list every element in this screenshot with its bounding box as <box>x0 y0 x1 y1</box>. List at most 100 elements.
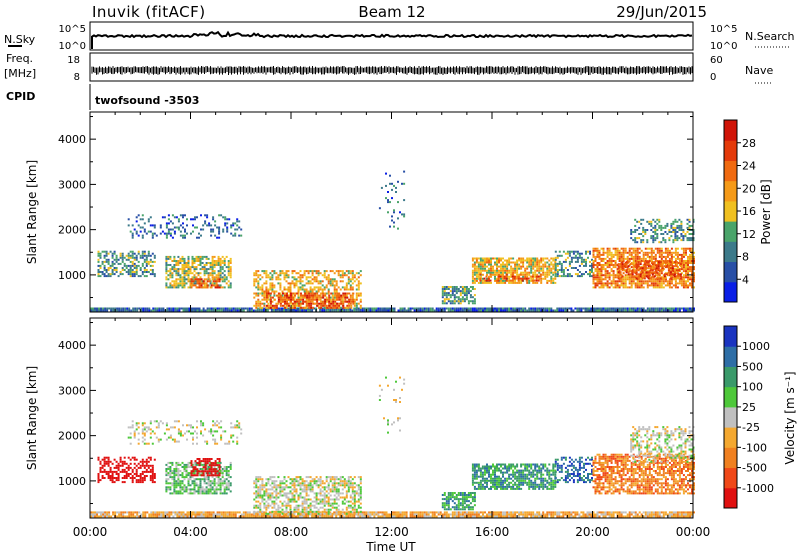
echo-cell <box>179 257 182 260</box>
echo-cell <box>210 228 213 231</box>
echo-cell <box>210 286 213 289</box>
echo-cell <box>670 280 673 283</box>
echo-cell <box>629 273 632 276</box>
echo-cell <box>554 261 557 264</box>
echo-cell <box>183 264 186 266</box>
echo-cell <box>295 280 298 283</box>
echo-cell <box>345 515 348 518</box>
echo-cell <box>409 511 412 514</box>
echo-cell <box>617 271 620 274</box>
echo-cell <box>680 272 683 275</box>
echo-cell <box>687 284 689 287</box>
echo-cell <box>288 304 290 307</box>
echo-cell <box>198 284 201 287</box>
echo-cell <box>115 464 118 467</box>
echo-cell <box>178 515 181 518</box>
echo-region <box>190 278 221 289</box>
echo-cell <box>498 515 500 518</box>
echo-cell <box>612 282 615 285</box>
echo-cell <box>546 513 549 516</box>
echo-cell <box>183 272 186 275</box>
nsearch-tick-bottom: 10^0 <box>710 41 737 52</box>
echo-cell <box>530 267 533 270</box>
echo-cell <box>552 263 555 266</box>
echo-cell <box>399 513 402 516</box>
echo-cell <box>453 290 456 293</box>
echo-cell <box>471 286 474 288</box>
echo-cell <box>689 284 691 287</box>
echo-cell <box>371 511 374 514</box>
echo-cell <box>443 290 446 293</box>
echo-cell <box>664 239 667 242</box>
echo-cell <box>484 261 486 264</box>
echo-cell <box>216 278 219 281</box>
echo-cell <box>612 260 615 262</box>
echo-cell <box>256 513 259 516</box>
echo-cell <box>536 261 539 264</box>
echo-cell <box>550 269 553 272</box>
echo-cell <box>668 511 671 514</box>
echo-cell <box>672 239 675 242</box>
echo-cell <box>348 300 351 303</box>
echo-cell <box>175 274 178 277</box>
echo-cell <box>217 255 220 258</box>
echo-cell <box>447 294 450 297</box>
echo-cell <box>139 230 142 233</box>
echo-cell <box>628 257 631 260</box>
echo-cell <box>490 271 492 274</box>
echo-cell <box>173 284 176 287</box>
echo-cell <box>304 294 307 297</box>
echo-cell <box>316 304 319 307</box>
echo-cell <box>353 304 356 307</box>
echo-cell <box>223 257 226 260</box>
echo-cell <box>352 300 355 303</box>
echo-cell <box>475 307 478 310</box>
echo-cell <box>672 251 675 254</box>
echo-cell <box>100 513 102 516</box>
echo-cell <box>212 230 215 233</box>
echo-cell <box>678 307 681 310</box>
echo-cell <box>322 294 325 297</box>
echo-cell <box>230 307 233 310</box>
echo-cell <box>427 513 430 516</box>
echo-cell <box>204 222 207 225</box>
echo-cell <box>156 309 159 312</box>
echo-cell <box>357 294 360 297</box>
echo-cell <box>107 470 110 473</box>
echo-cell <box>123 262 126 265</box>
echo-cell <box>568 275 571 278</box>
echo-cell <box>536 309 539 312</box>
echo-cell <box>640 282 643 285</box>
echo-cell <box>536 263 539 266</box>
echo-cell <box>323 286 326 289</box>
echo-cell <box>670 257 673 260</box>
echo-cell <box>169 232 172 235</box>
echo-cell <box>526 513 529 516</box>
echo-cell <box>273 298 276 301</box>
echo-cell <box>488 269 490 272</box>
echo-cell <box>330 302 333 305</box>
echo-cell <box>658 241 661 244</box>
echo-cell <box>427 515 430 518</box>
echo-cell <box>626 515 629 518</box>
echo-cell <box>640 239 643 242</box>
echo-cell <box>596 249 599 252</box>
echo-cell <box>546 271 549 274</box>
echo-cell <box>632 231 635 233</box>
echo-cell <box>359 300 362 303</box>
echo-cell <box>323 272 326 275</box>
echo-cell <box>199 264 202 266</box>
echo-cell <box>629 263 632 266</box>
echo-cell <box>200 284 203 287</box>
echo-cell <box>642 286 645 289</box>
echo-cell <box>630 280 633 283</box>
echo-cell <box>389 309 392 312</box>
echo-cell <box>680 284 683 287</box>
echo-cell <box>286 292 288 295</box>
echo-cell <box>439 511 442 514</box>
echo-cell <box>279 286 282 289</box>
echo-cell <box>265 296 268 299</box>
echo-cell <box>347 270 350 273</box>
echo-cell <box>662 237 665 240</box>
echo-cell <box>151 252 154 255</box>
